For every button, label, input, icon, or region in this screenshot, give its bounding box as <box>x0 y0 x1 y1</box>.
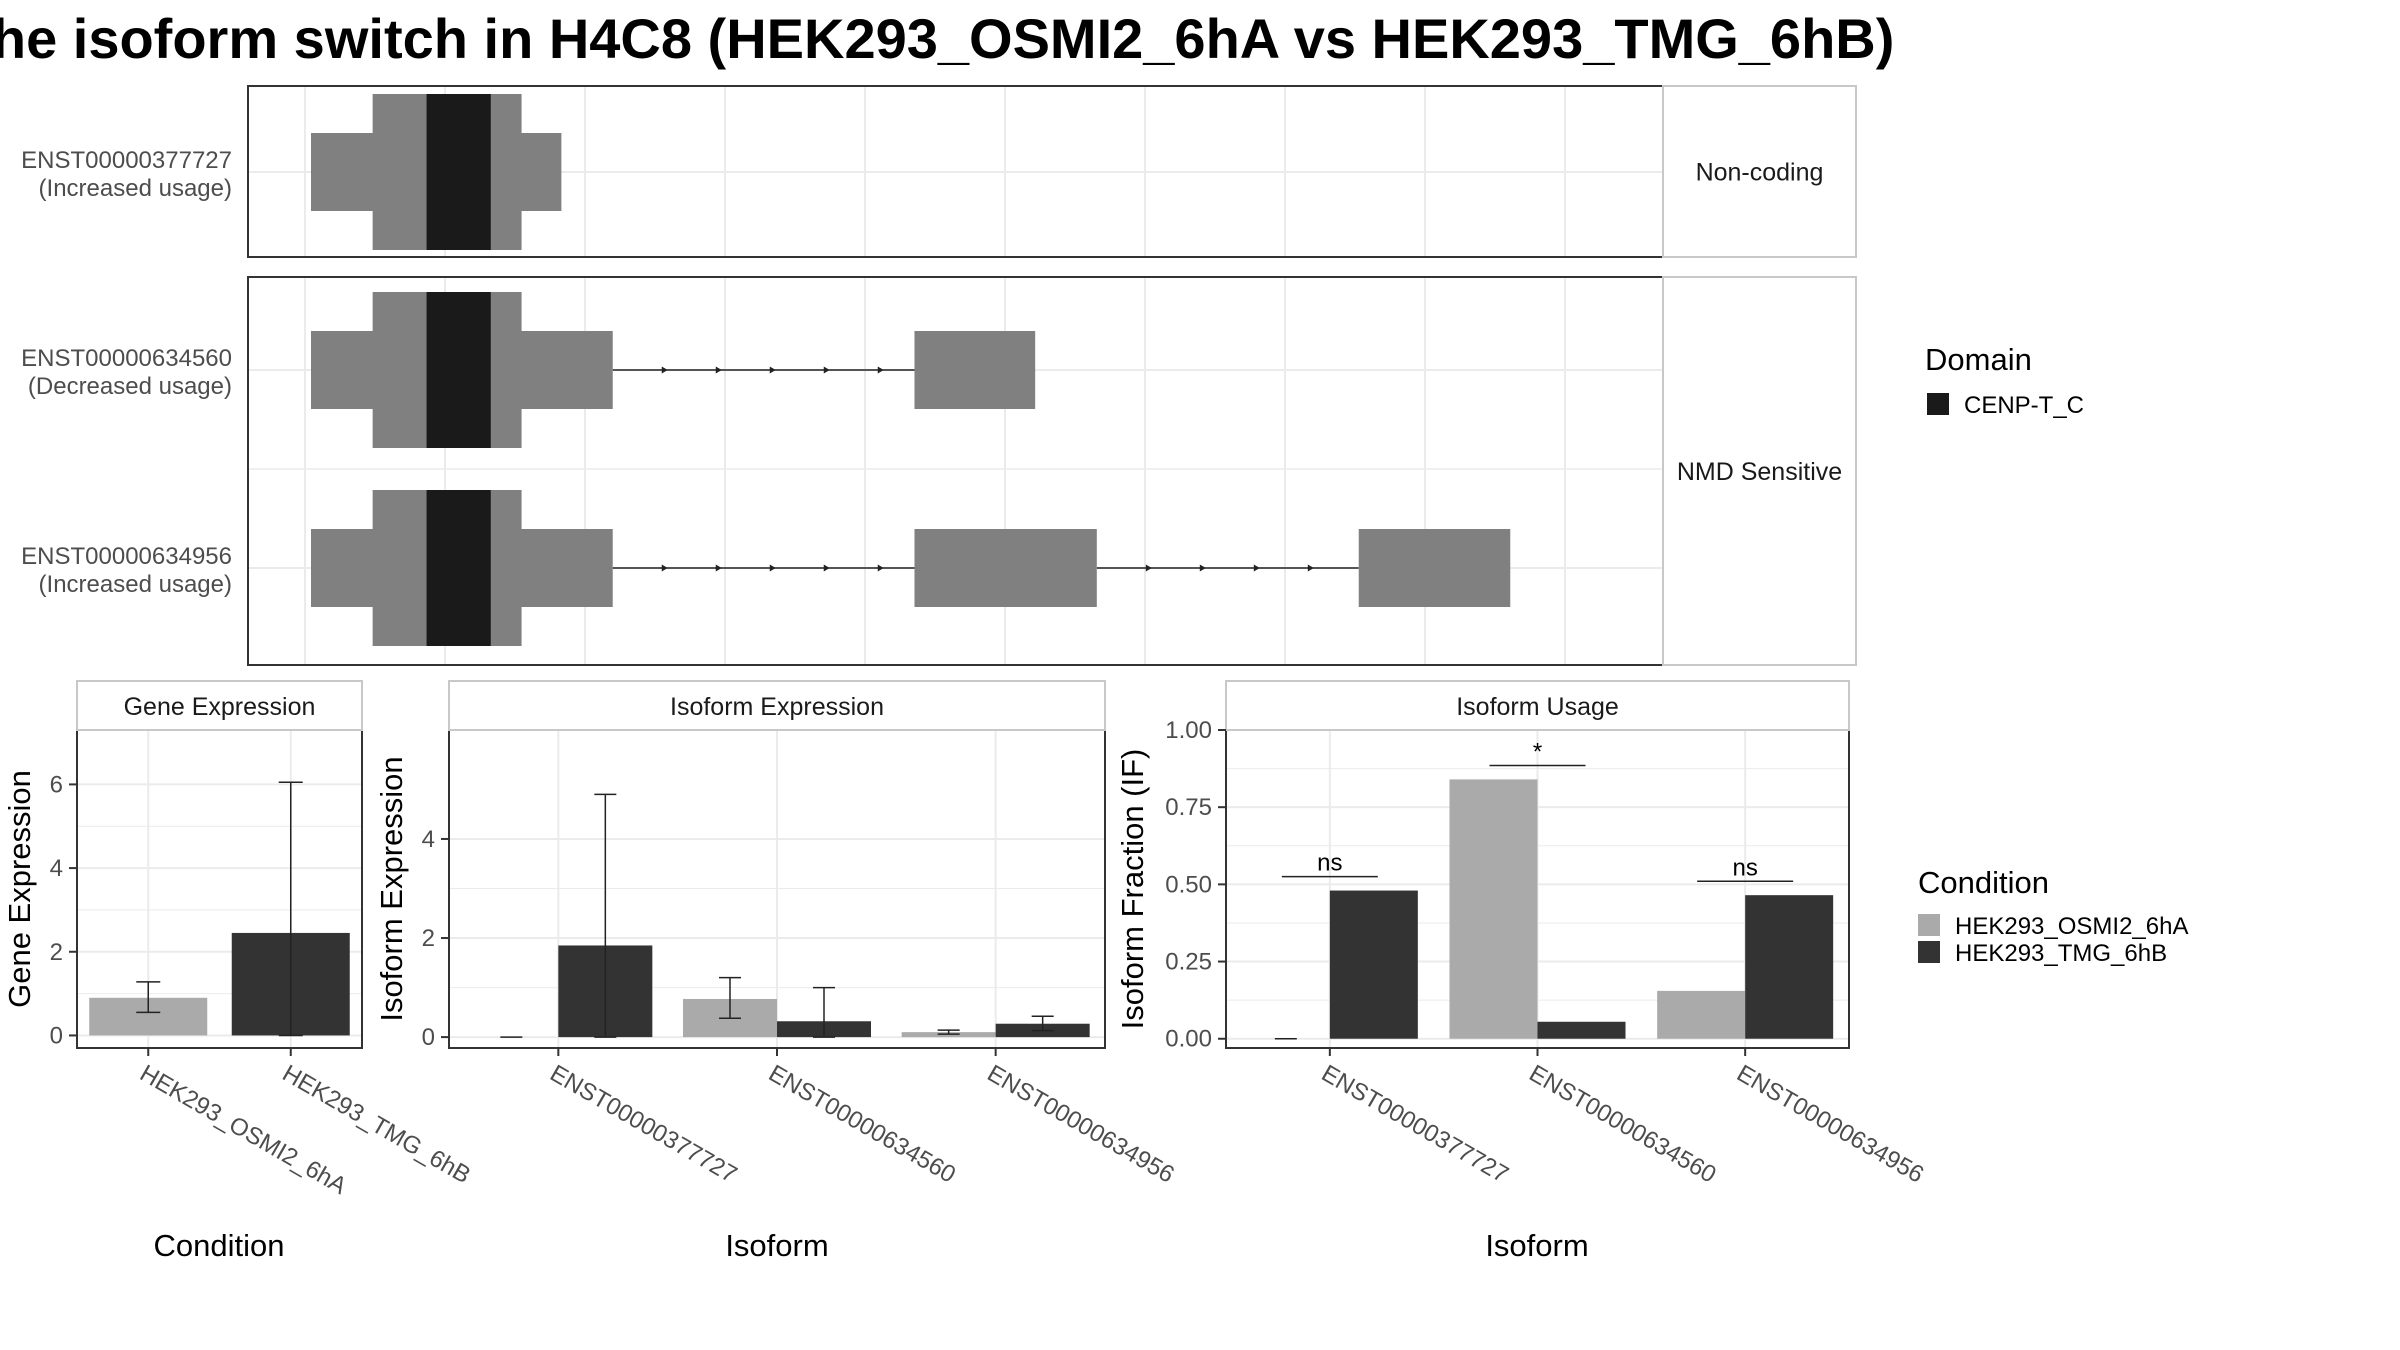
panel-strip-label: NMD Sensitive <box>1677 458 1842 486</box>
intron-arrow <box>715 564 722 572</box>
panel-strip <box>1225 680 1850 731</box>
significance-label: * <box>1533 739 1542 766</box>
x-axis-title: Condition <box>154 1228 285 1263</box>
transcript-id-label: ENST00000377727 <box>21 147 232 174</box>
x-tick-label: ENST00000634956 <box>983 1060 1179 1189</box>
panel-strip <box>1662 276 1857 666</box>
intron-arrow <box>823 366 830 374</box>
figure-title: The isoform switch in H4C8 (HEK293_OSMI2… <box>0 7 1894 70</box>
x-tick-label: ENST00000634560 <box>764 1060 960 1189</box>
intron-arrow <box>1199 564 1206 572</box>
x-tick-label: ENST00000377727 <box>545 1060 741 1189</box>
panel-strip-label: Non-coding <box>1696 159 1824 187</box>
legend-key <box>1918 914 1940 936</box>
legend-title: Domain <box>1925 342 2032 377</box>
legend-key <box>1918 941 1940 963</box>
legend-key <box>1927 393 1949 415</box>
y-tick-label: 4 <box>50 855 63 882</box>
y-tick-label: 0.50 <box>1165 871 1212 898</box>
legend-label: HEK293_OSMI2_6hA <box>1955 913 2188 940</box>
y-axis-title: Isoform Fraction (IF) <box>1115 749 1150 1030</box>
x-axis-title: Isoform <box>725 1228 828 1263</box>
significance-label: ns <box>1317 850 1342 877</box>
transcript-row: ENST00000634956(Increased usage) <box>21 490 1511 646</box>
panel-strip <box>1662 85 1857 258</box>
panel-title: Isoform Expression <box>670 693 884 721</box>
transcript-row: ENST00000377727(Increased usage) <box>21 94 562 250</box>
intron-arrow <box>877 366 884 374</box>
panel-title: Gene Expression <box>124 693 316 721</box>
y-tick-label: 0 <box>50 1022 63 1049</box>
transcript-row: ENST00000634560(Decreased usage) <box>21 292 1036 448</box>
transcript-panel: ENST00000377727(Increased usage) Non-codi… <box>21 85 1857 258</box>
exon-block <box>914 331 1036 409</box>
domain-block <box>426 292 491 448</box>
y-axis-title: Gene Expression <box>2 770 37 1008</box>
y-tick-label: 2 <box>50 939 63 966</box>
transcript-id-label: ENST00000634560 <box>21 345 232 372</box>
domain-block <box>426 490 491 646</box>
exon-block <box>1358 529 1511 607</box>
expression-bar-panels: Gene Expression0246HEK293_OSMI2_6hAHEK29… <box>2 680 1928 1263</box>
transcript-usage-label: (Increased usage) <box>39 175 232 202</box>
y-tick-label: 2 <box>422 925 435 952</box>
intron-arrow <box>1307 564 1314 572</box>
y-tick-label: 6 <box>50 771 63 798</box>
intron-arrow <box>1253 564 1260 572</box>
intron-arrow <box>877 564 884 572</box>
x-axis-title: Isoform <box>1485 1228 1588 1263</box>
y-tick-label: 4 <box>422 826 435 853</box>
y-axis-title: Isoform Expression <box>374 756 409 1021</box>
y-tick-label: 1.00 <box>1165 717 1212 744</box>
panel-title: Isoform Usage <box>1456 693 1619 721</box>
intron-arrow <box>715 366 722 374</box>
bar <box>1745 895 1834 1039</box>
bar <box>1329 890 1418 1039</box>
transcript-id-label: ENST00000634956 <box>21 543 232 570</box>
intron-arrow <box>661 564 668 572</box>
intron-arrow <box>823 564 830 572</box>
legend-label: HEK293_TMG_6hB <box>1955 940 2167 967</box>
x-tick-label: ENST00000377727 <box>1317 1060 1513 1189</box>
y-tick-label: 0 <box>422 1024 435 1051</box>
legends: Domain CENP-T_C Condition HEK293_OSMI2_6hAH… <box>1918 342 2188 967</box>
transcript-structure-panels: ENST00000377727(Increased usage)Non-codi… <box>21 85 1857 666</box>
bar <box>1657 990 1746 1039</box>
x-tick-label: ENST00000634956 <box>1732 1060 1928 1189</box>
x-tick-label: ENST00000634560 <box>1525 1060 1721 1189</box>
intron-arrow <box>769 564 776 572</box>
bar <box>1537 1021 1626 1039</box>
y-tick-label: 0.75 <box>1165 794 1212 821</box>
bar-chart-panel: ns * ns Isoform Usage 0.00 0.25 0.50 0.75 1.00 EN… <box>1115 680 1928 1263</box>
bar <box>1449 779 1538 1039</box>
intron-arrow <box>769 366 776 374</box>
transcript-usage-label: (Decreased usage) <box>28 373 232 400</box>
exon-block <box>914 529 1097 607</box>
y-tick-label: 0.25 <box>1165 949 1212 976</box>
domain-block <box>426 94 491 250</box>
intron-arrow <box>1145 564 1152 572</box>
intron-arrow <box>661 366 668 374</box>
legend-label: CENP-T_C <box>1964 392 2084 419</box>
significance-label: ns <box>1732 854 1757 881</box>
y-tick-label: 0.00 <box>1165 1026 1212 1053</box>
panel-strip <box>448 680 1106 731</box>
panel-strip <box>76 680 363 731</box>
transcript-panel: ENST00000634560(Decreased usage)ENST0000… <box>21 276 1857 666</box>
transcript-usage-label: (Increased usage) <box>39 571 232 598</box>
legend-title: Condition <box>1918 865 2049 900</box>
domain-legend: Domain CENP-T_C <box>1925 342 2084 419</box>
